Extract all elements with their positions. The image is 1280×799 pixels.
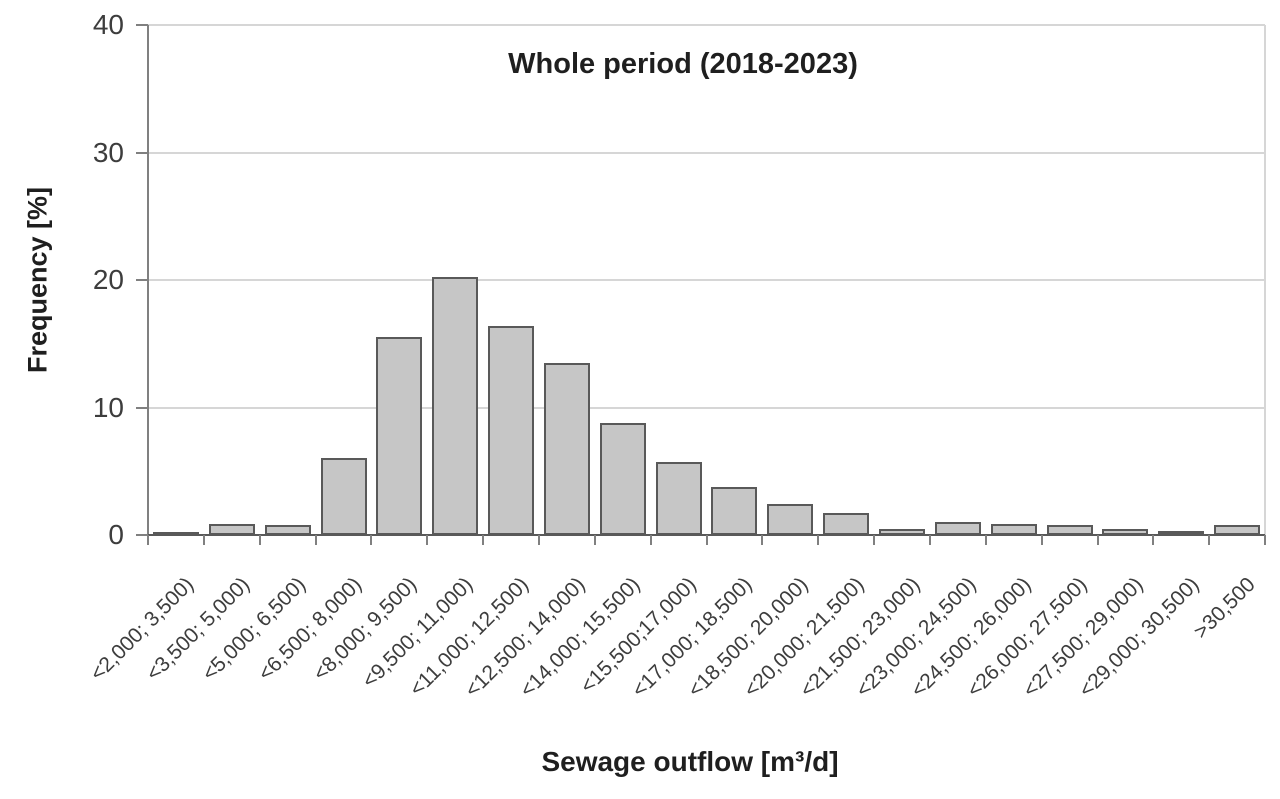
y-tick	[136, 279, 148, 281]
x-tick	[873, 535, 876, 545]
gridline	[148, 151, 1265, 154]
bar	[711, 487, 758, 535]
x-axis-title: Sewage outflow [m³/d]	[541, 746, 839, 777]
x-tick	[1208, 535, 1211, 545]
x-tick	[314, 535, 317, 545]
bar	[432, 277, 479, 535]
x-tick	[1096, 535, 1099, 545]
x-tick	[147, 535, 149, 545]
x-tick	[482, 535, 485, 545]
x-tick	[817, 535, 820, 545]
x-tick	[258, 535, 261, 545]
bar	[320, 458, 367, 535]
y-tick-label: 10	[92, 391, 124, 423]
y-tick-label: 30	[92, 136, 124, 168]
bar	[599, 423, 646, 535]
chart-title: Whole period (2018-2023)	[508, 48, 858, 80]
bar	[543, 363, 590, 535]
y-tick	[136, 151, 148, 154]
x-tick	[370, 535, 373, 545]
gridline	[148, 406, 1265, 409]
bar	[767, 504, 814, 535]
x-tick	[1152, 535, 1155, 545]
x-tick	[761, 535, 764, 545]
bar	[488, 326, 534, 535]
plot-right-border	[1264, 25, 1266, 535]
x-tick	[1040, 535, 1043, 545]
gridline	[148, 24, 1265, 26]
x-tick	[593, 535, 596, 545]
x-tick	[202, 535, 205, 545]
bar	[823, 513, 870, 535]
y-tick	[136, 534, 148, 536]
x-tick-label: >30,500	[1189, 573, 1260, 644]
x-tick	[928, 535, 931, 545]
x-tick	[538, 535, 540, 545]
y-tick-label: 0	[108, 519, 124, 550]
x-tick	[705, 535, 708, 545]
bar	[376, 337, 423, 535]
x-tick	[984, 535, 987, 545]
x-tick	[1264, 535, 1266, 545]
x-tick	[426, 535, 429, 545]
x-tick	[649, 535, 652, 545]
y-tick-label: 40	[92, 9, 124, 40]
bar	[655, 462, 702, 535]
y-axis-line	[147, 25, 149, 535]
y-axis-title: Frequency [%]	[22, 186, 53, 374]
gridline	[148, 279, 1265, 281]
y-tick	[136, 406, 148, 409]
y-tick-label: 20	[92, 264, 124, 295]
y-tick	[136, 24, 148, 26]
